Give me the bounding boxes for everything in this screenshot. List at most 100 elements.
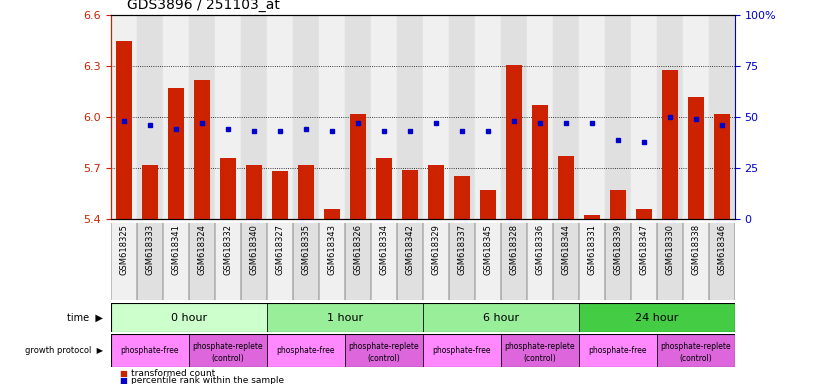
Text: GSM618324: GSM618324: [197, 224, 206, 275]
Text: (control): (control): [368, 354, 400, 363]
Bar: [579, 334, 657, 367]
Bar: [631, 223, 657, 300]
Bar: [168, 88, 184, 219]
Bar: [215, 223, 241, 300]
Bar: [506, 65, 521, 219]
Text: 6 hour: 6 hour: [483, 313, 519, 323]
Bar: [246, 165, 262, 219]
Bar: [449, 223, 475, 300]
Text: GSM618344: GSM618344: [562, 224, 571, 275]
Text: GDS3896 / 251103_at: GDS3896 / 251103_at: [127, 0, 280, 12]
Bar: [631, 15, 657, 219]
Text: phosphate-replete: phosphate-replete: [348, 342, 420, 351]
Text: phosphate-replete: phosphate-replete: [504, 342, 576, 351]
Text: phosphate-replete: phosphate-replete: [192, 342, 264, 351]
Bar: [532, 105, 548, 219]
Text: 1 hour: 1 hour: [327, 313, 363, 323]
Bar: [423, 223, 449, 300]
Text: phosphate-free: phosphate-free: [589, 346, 647, 355]
Bar: [553, 223, 579, 300]
Bar: [371, 15, 397, 219]
Bar: [189, 15, 215, 219]
Text: GSM618329: GSM618329: [431, 224, 440, 275]
Bar: [553, 15, 579, 219]
Bar: [480, 190, 496, 219]
Bar: [610, 190, 626, 219]
Bar: [423, 334, 501, 367]
Text: time  ▶: time ▶: [67, 313, 103, 323]
Bar: [293, 223, 319, 300]
Text: percentile rank within the sample: percentile rank within the sample: [131, 376, 285, 384]
Text: GSM618336: GSM618336: [535, 224, 544, 275]
Bar: [350, 114, 365, 219]
Bar: [605, 223, 631, 300]
Bar: [579, 223, 605, 300]
Bar: [657, 334, 735, 367]
Text: GSM618325: GSM618325: [119, 224, 128, 275]
Bar: [579, 15, 605, 219]
Text: GSM618340: GSM618340: [250, 224, 259, 275]
Bar: [111, 334, 189, 367]
Bar: [683, 15, 709, 219]
Bar: [267, 303, 423, 332]
Bar: [272, 171, 287, 219]
Text: GSM618326: GSM618326: [353, 224, 362, 275]
Bar: [293, 15, 319, 219]
Text: GSM618343: GSM618343: [328, 224, 337, 275]
Text: GSM618332: GSM618332: [223, 224, 232, 275]
Bar: [657, 15, 683, 219]
Bar: [449, 15, 475, 219]
Bar: [657, 223, 683, 300]
Bar: [111, 15, 137, 219]
Bar: [324, 209, 340, 219]
Bar: [501, 334, 579, 367]
Bar: [605, 15, 631, 219]
Bar: [454, 177, 470, 219]
Text: phosphate-free: phosphate-free: [433, 346, 491, 355]
Text: GSM618330: GSM618330: [665, 224, 674, 275]
Bar: [428, 165, 443, 219]
Bar: [241, 15, 267, 219]
Bar: [584, 215, 599, 219]
Text: (control): (control): [524, 354, 556, 363]
Text: phosphate-free: phosphate-free: [121, 346, 179, 355]
Bar: [111, 303, 267, 332]
Text: 24 hour: 24 hour: [635, 313, 678, 323]
Text: GSM618334: GSM618334: [379, 224, 388, 275]
Text: GSM618342: GSM618342: [406, 224, 415, 275]
Text: GSM618339: GSM618339: [613, 224, 622, 275]
Text: GSM618331: GSM618331: [587, 224, 596, 275]
Bar: [267, 223, 293, 300]
Bar: [345, 223, 371, 300]
Bar: [376, 158, 392, 219]
Bar: [345, 15, 371, 219]
Text: growth protocol  ▶: growth protocol ▶: [25, 346, 103, 355]
Bar: [527, 15, 553, 219]
Bar: [579, 303, 735, 332]
Text: GSM618337: GSM618337: [457, 224, 466, 275]
Bar: [423, 15, 449, 219]
Bar: [397, 15, 423, 219]
Bar: [709, 15, 735, 219]
Bar: [267, 334, 345, 367]
Text: transformed count: transformed count: [131, 369, 216, 378]
Bar: [423, 303, 579, 332]
Bar: [501, 223, 527, 300]
Bar: [215, 15, 241, 219]
Text: GSM618345: GSM618345: [484, 224, 493, 275]
Text: GSM618328: GSM618328: [509, 224, 518, 275]
Bar: [397, 223, 423, 300]
Bar: [189, 223, 215, 300]
Bar: [636, 209, 652, 219]
Bar: [714, 114, 730, 219]
Bar: [475, 223, 501, 300]
Text: 0 hour: 0 hour: [171, 313, 207, 323]
Bar: [475, 15, 501, 219]
Bar: [163, 223, 189, 300]
Bar: [345, 334, 423, 367]
Text: GSM618347: GSM618347: [640, 224, 649, 275]
Bar: [683, 223, 709, 300]
Text: GSM618341: GSM618341: [172, 224, 181, 275]
Bar: [319, 223, 345, 300]
Bar: [558, 156, 574, 219]
